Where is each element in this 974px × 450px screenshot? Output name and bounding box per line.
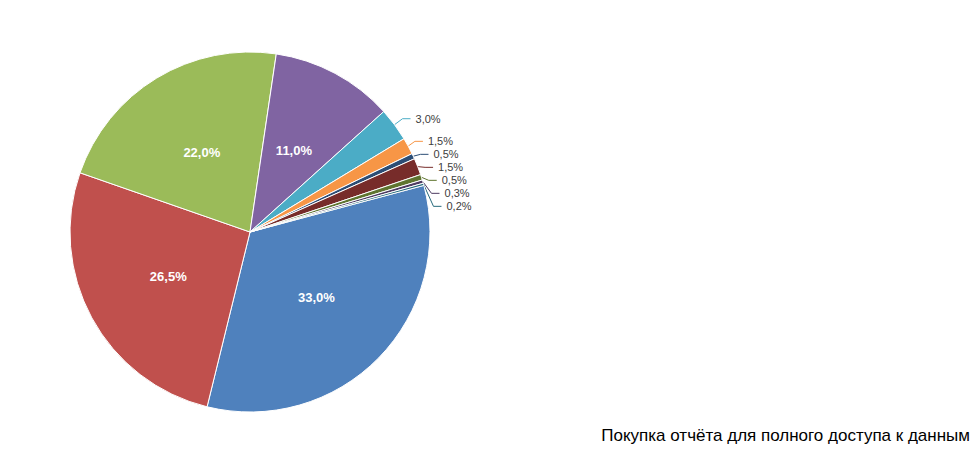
svg-text:0,2%: 0,2% [446, 200, 471, 212]
svg-text:Покупка отчёта для полного дос: Покупка отчёта для полного доступа к дан… [601, 426, 970, 445]
svg-text:22,0%: 22,0% [183, 145, 220, 160]
svg-text:0,3%: 0,3% [445, 187, 470, 199]
svg-text:1,5%: 1,5% [428, 135, 453, 147]
svg-text:26,5%: 26,5% [150, 269, 187, 284]
svg-text:3,0%: 3,0% [416, 113, 441, 125]
svg-text:11,0%: 11,0% [276, 143, 313, 158]
svg-text:0,5%: 0,5% [442, 174, 467, 186]
svg-text:0,5%: 0,5% [433, 148, 458, 160]
svg-text:33,0%: 33,0% [298, 290, 335, 305]
svg-text:1,5%: 1,5% [438, 161, 463, 173]
